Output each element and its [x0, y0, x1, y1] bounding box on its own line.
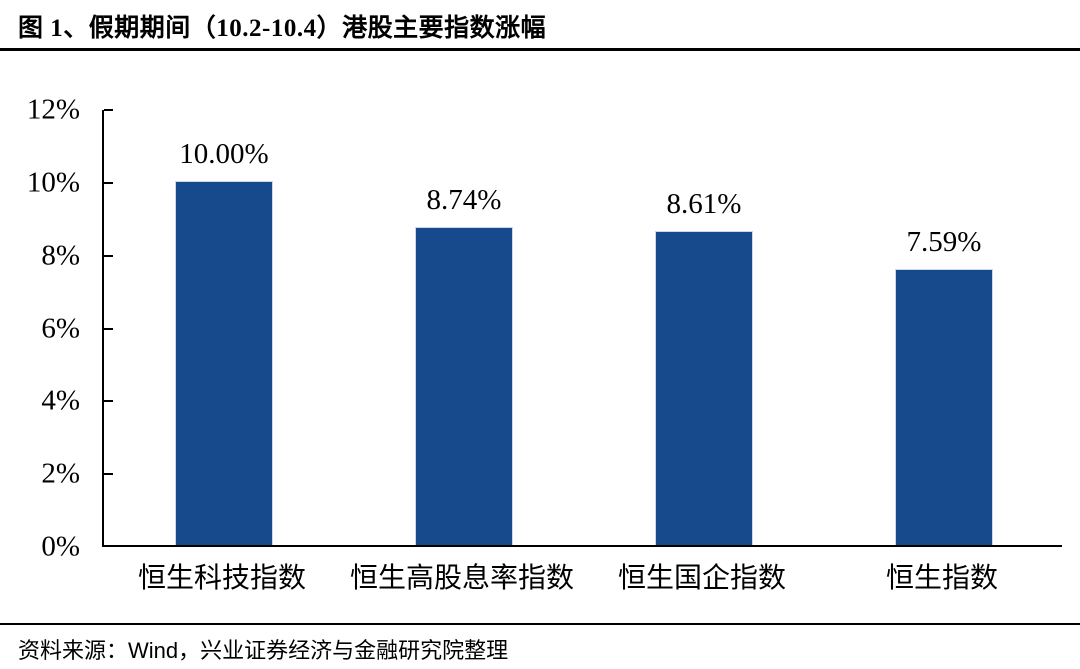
source-note: 资料来源：Wind，兴业证券经济与金融研究院整理	[18, 633, 508, 665]
plot-area: 10.00% 8.74% 8.61% 7.59%	[102, 109, 1062, 547]
x-category-label: 恒生高股息率指数	[349, 563, 574, 594]
bar-value-label: 7.59%	[906, 225, 982, 258]
x-category-label: 恒生科技指数	[137, 563, 306, 594]
x-category-label: 恒生国企指数	[617, 563, 786, 594]
x-category-label: 恒生指数	[885, 563, 998, 594]
bar	[175, 180, 273, 545]
x-axis-labels: 恒生科技指数 恒生高股息率指数 恒生国企指数 恒生指数	[102, 562, 1062, 602]
y-tick-label: 6%	[41, 312, 80, 344]
y-tick-label: 8%	[41, 239, 80, 272]
y-tick-mark	[104, 400, 113, 403]
source-suffix: ，兴业证券经济与金融研究院整理	[178, 638, 509, 663]
y-tick-label: 0%	[41, 530, 80, 563]
y-tick-label: 12%	[26, 93, 80, 126]
figure-title: 图 1、假期期间（10.2-10.4）港股主要指数涨幅	[18, 15, 547, 42]
footer-divider	[0, 623, 1080, 625]
bar	[415, 226, 513, 545]
bar-value-label: 8.74%	[426, 183, 502, 216]
y-tick-mark	[104, 254, 113, 257]
source-provider: Wind	[128, 638, 179, 663]
y-tick-label: 10%	[26, 166, 80, 199]
y-tick-mark	[104, 473, 113, 476]
bar-value-label: 10.00%	[179, 137, 269, 170]
source-prefix: 资料来源：	[18, 638, 129, 663]
y-tick-mark	[104, 327, 113, 330]
bar-value-label: 8.61%	[666, 188, 742, 221]
y-axis-labels: 0% 2% 4% 6% 8% 10% 12%	[0, 95, 80, 561]
y-tick-mark	[104, 181, 113, 184]
bar	[895, 268, 993, 545]
bar	[655, 231, 753, 545]
title-divider	[0, 48, 1080, 51]
y-tick-label: 4%	[41, 384, 80, 417]
y-tick-label: 2%	[41, 457, 80, 490]
y-tick-mark	[104, 109, 113, 111]
